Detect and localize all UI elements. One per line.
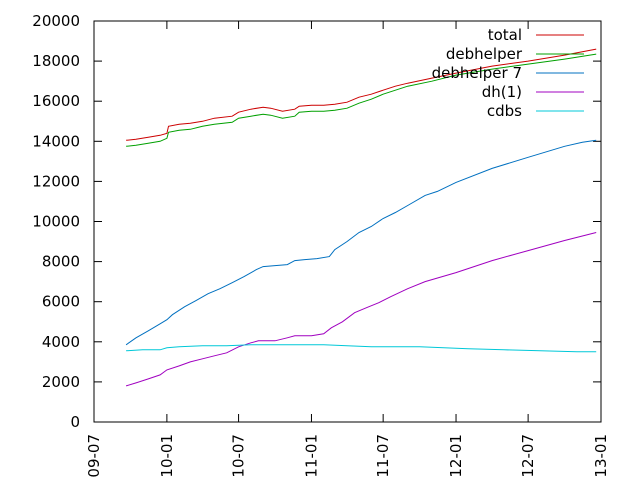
x-tick-label: 10-01 <box>158 434 176 478</box>
y-tick-label: 14000 <box>32 132 80 150</box>
series-lines <box>125 48 597 387</box>
x-tick-label: 12-01 <box>447 434 465 478</box>
x-tick-label: 10-07 <box>230 434 248 478</box>
series-line-cdbs <box>126 344 597 353</box>
x-tick-label: 12-07 <box>519 434 537 478</box>
y-tick-label: 16000 <box>32 92 80 110</box>
legend-label: debhelper 7 <box>432 64 522 82</box>
y-tick-label: 18000 <box>32 52 80 70</box>
x-axis: 09-07 10-01 10-07 11-01 11-07 12-01 12-07 13-01 <box>85 21 610 478</box>
y-axis: 0 2000 4000 6000 8000 10000 12000 14000 16000 180… <box>32 12 601 431</box>
y-tick-label: 10000 <box>32 213 80 231</box>
series-line-debhelper <box>126 53 597 147</box>
x-tick-label: 09-07 <box>85 434 103 478</box>
y-tick-label: 20000 <box>32 12 80 30</box>
series-line-dh-1- <box>125 232 597 387</box>
y-tick-label: 4000 <box>42 333 80 351</box>
y-tick-label: 12000 <box>32 172 80 190</box>
series-line-debhelper-7 <box>125 139 597 346</box>
x-tick-label: 13-01 <box>592 434 610 478</box>
legend-label: dh(1) <box>482 83 522 101</box>
y-tick-label: 8000 <box>42 253 80 271</box>
legend-label: total <box>488 26 522 44</box>
y-tick-label: 6000 <box>42 293 80 311</box>
x-tick-label: 11-07 <box>374 434 392 478</box>
legend-label: debhelper <box>446 45 523 63</box>
y-tick-label: 0 <box>70 413 80 431</box>
x-tick-label: 11-01 <box>302 434 320 478</box>
y-tick-label: 2000 <box>42 373 80 391</box>
series-line-total <box>126 48 597 141</box>
legend-label: cdbs <box>487 102 522 120</box>
plot-frame <box>93 20 602 423</box>
